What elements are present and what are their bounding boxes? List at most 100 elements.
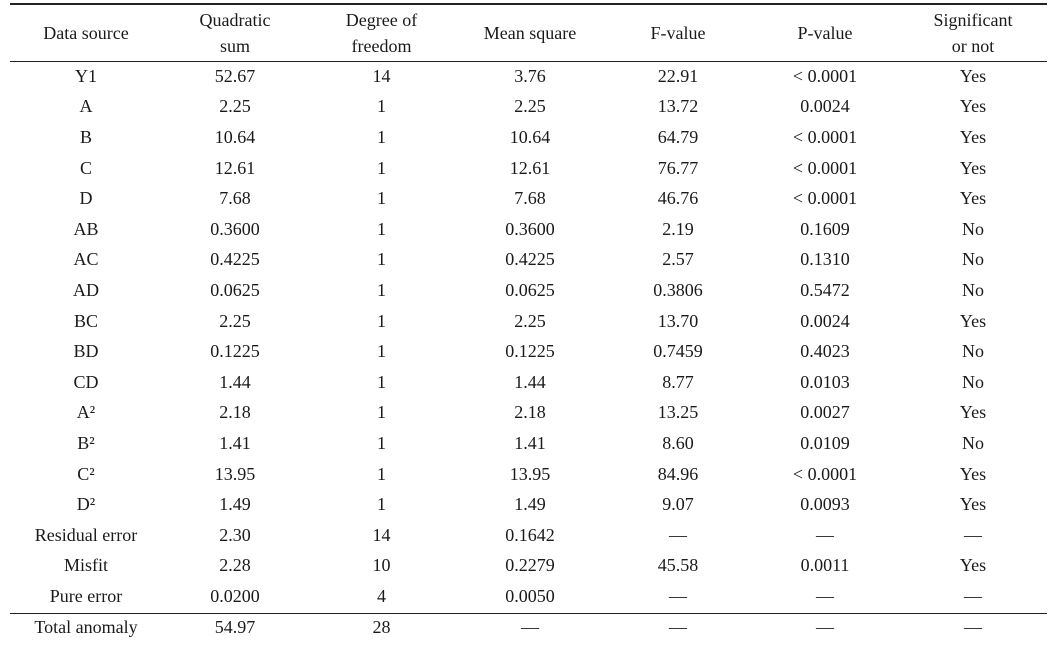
p-value-cell: 0.4023: [800, 341, 850, 362]
significance-cell: Yes: [959, 402, 987, 423]
total-significance-cell: —: [964, 616, 982, 637]
total-f-value-cell: —: [669, 616, 687, 637]
p-value-cell: —: [816, 524, 834, 545]
significance-cell: Yes: [959, 188, 987, 209]
f-value-cell: 0.3806: [653, 279, 703, 300]
mean-square-cell: 0.2279: [505, 555, 555, 576]
p-value-cell: 0.1609: [800, 218, 850, 239]
dof-cell: 1: [377, 249, 386, 270]
mean-square-cell: 1.44: [514, 371, 546, 392]
significance-cell: Yes: [959, 126, 987, 147]
table-row: Pure error 0.0200 4 0.0050 — — —: [10, 581, 1047, 612]
total-source-cell: Total anomaly: [34, 616, 138, 637]
total-quadratic-sum-cell: 54.97: [214, 616, 256, 637]
mean-square-cell: 0.1642: [505, 524, 555, 545]
f-value-cell: 84.96: [657, 463, 699, 484]
p-value-cell: < 0.0001: [792, 188, 858, 209]
mean-square-cell: 3.76: [514, 65, 546, 86]
p-value-cell: 0.0093: [800, 494, 850, 515]
header-rule: [10, 61, 1047, 62]
f-value-cell: 8.60: [662, 432, 694, 453]
table-row: D² 1.49 1 1.49 9.07 0.0093 Yes: [10, 489, 1047, 520]
dof-cell: 1: [377, 371, 386, 392]
table-row: BC 2.25 1 2.25 13.70 0.0024 Yes: [10, 306, 1047, 337]
quadratic-sum-cell: 0.0200: [210, 585, 260, 606]
table-body: Y1 52.67 14 3.76 22.91 < 0.0001 Yes A 2.25 1 2.25 1…: [10, 61, 1047, 643]
table-row: CD 1.44 1 1.44 8.77 0.0103 No: [10, 367, 1047, 398]
anova-table: Data source Quadratic sum Degree of freedo…: [10, 4, 1047, 643]
table-row: A² 2.18 1 2.18 13.25 0.0027 Yes: [10, 398, 1047, 429]
f-value-cell: 9.07: [662, 494, 694, 515]
mean-square-cell: 0.0625: [505, 279, 555, 300]
source-cell: Y1: [75, 65, 97, 86]
table-row: AD 0.0625 1 0.0625 0.3806 0.5472 No: [10, 275, 1047, 306]
quadratic-sum-cell: 10.64: [214, 126, 256, 147]
dof-cell: 1: [377, 341, 386, 362]
f-value-cell: 0.7459: [653, 341, 703, 362]
dof-cell: 1: [377, 218, 386, 239]
p-value-cell: 0.0024: [800, 310, 850, 331]
table-row: Misfit 2.28 10 0.2279 45.58 0.0011 Yes: [10, 551, 1047, 582]
total-row: Total anomaly 54.97 28 — — — —: [10, 612, 1047, 643]
f-value-cell: 2.57: [662, 249, 694, 270]
mean-square-cell: 10.64: [509, 126, 551, 147]
significance-cell: Yes: [959, 310, 987, 331]
f-value-cell: —: [669, 585, 687, 606]
dof-cell: 14: [372, 524, 391, 545]
dof-cell: 1: [377, 279, 386, 300]
p-value-cell: < 0.0001: [792, 126, 858, 147]
f-value-cell: 46.76: [657, 188, 699, 209]
source-cell: Misfit: [63, 555, 108, 576]
total-dof-cell: 28: [372, 616, 391, 637]
table-row: AC 0.4225 1 0.4225 2.57 0.1310 No: [10, 245, 1047, 276]
mean-square-cell: 0.0050: [505, 585, 555, 606]
source-cell: D: [79, 188, 93, 209]
dof-cell: 1: [377, 463, 386, 484]
quadratic-sum-cell: 2.25: [219, 96, 251, 117]
p-value-cell: 0.0024: [800, 96, 850, 117]
significance-cell: Yes: [959, 96, 987, 117]
quadratic-sum-cell: 1.49: [219, 494, 251, 515]
header-data-source: Data source: [43, 22, 129, 43]
source-cell: AD: [73, 279, 99, 300]
dof-cell: 1: [377, 126, 386, 147]
header-f-value: F-value: [650, 22, 706, 43]
significance-cell: Yes: [959, 494, 987, 515]
source-cell: A: [79, 96, 93, 117]
table-row: B 10.64 1 10.64 64.79 < 0.0001 Yes: [10, 122, 1047, 153]
source-cell: B²: [77, 432, 95, 453]
p-value-cell: < 0.0001: [792, 157, 858, 178]
f-value-cell: 64.79: [657, 126, 699, 147]
quadratic-sum-cell: 0.0625: [210, 279, 260, 300]
quadratic-sum-cell: 1.44: [219, 371, 251, 392]
table-row: D 7.68 1 7.68 46.76 < 0.0001 Yes: [10, 183, 1047, 214]
dof-cell: 1: [377, 432, 386, 453]
dof-cell: 1: [377, 188, 386, 209]
quadratic-sum-cell: 2.18: [219, 402, 251, 423]
source-cell: C: [79, 157, 92, 178]
quadratic-sum-cell: 2.28: [219, 555, 251, 576]
dof-cell: 1: [377, 402, 386, 423]
table-row: BD 0.1225 1 0.1225 0.7459 0.4023 No: [10, 336, 1047, 367]
mean-square-cell: 0.1225: [505, 341, 555, 362]
total-rule: [10, 613, 1047, 614]
header-row: Data source Quadratic sum Degree of freedo…: [10, 4, 1047, 61]
source-cell: BC: [73, 310, 98, 331]
f-value-cell: 2.19: [662, 218, 694, 239]
significance-cell: Yes: [959, 463, 987, 484]
quadratic-sum-cell: 1.41: [219, 432, 251, 453]
mean-square-cell: 1.49: [514, 494, 546, 515]
significance-cell: —: [964, 585, 982, 606]
p-value-cell: < 0.0001: [792, 463, 858, 484]
significance-cell: Yes: [959, 157, 987, 178]
p-value-cell: 0.0103: [800, 371, 850, 392]
quadratic-sum-cell: 7.68: [219, 188, 251, 209]
dof-cell: 1: [377, 157, 386, 178]
f-value-cell: —: [669, 524, 687, 545]
total-mean-square-cell: —: [521, 616, 539, 637]
header-significant: Significant or not: [933, 9, 1013, 56]
table-row: Y1 52.67 14 3.76 22.91 < 0.0001 Yes: [10, 61, 1047, 92]
quadratic-sum-cell: 2.25: [219, 310, 251, 331]
quadratic-sum-cell: 0.1225: [210, 341, 260, 362]
source-cell: BD: [73, 341, 99, 362]
